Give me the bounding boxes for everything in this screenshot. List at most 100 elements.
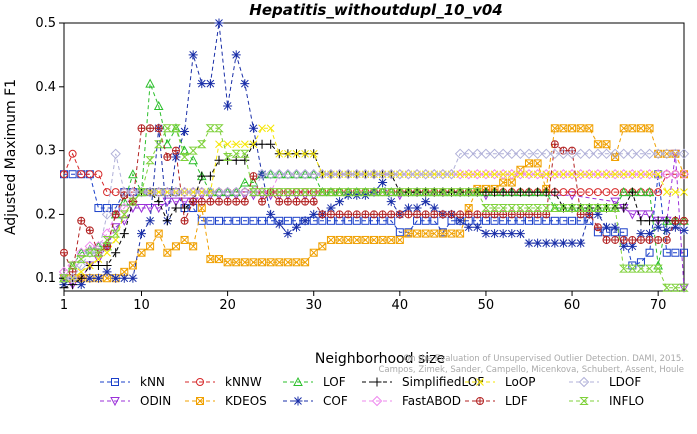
point-ldf [68,267,77,276]
point-inflo [386,188,396,197]
point-kdeos [593,140,602,149]
point-cof [93,273,103,283]
point-fastabod [670,169,681,180]
point-inflo [171,124,181,133]
point-ldf [516,210,525,219]
point-cof [386,197,396,207]
point-fastabod [652,169,664,180]
point-ldf [146,124,155,133]
x-tick-label: 60 [564,298,581,313]
point-kdeos [215,255,223,264]
point-knn [249,216,258,225]
point-simplifiedlof [515,187,525,197]
y-tick-label: 0.4 [35,80,56,95]
point-simplifiedlof [197,171,207,181]
point-ldf [352,210,361,219]
point-simplifiedlof [662,216,672,226]
point-inflo [102,235,112,244]
point-ldf [232,197,241,206]
point-loop [507,170,516,179]
series-line-ldof [64,153,684,279]
point-odin [627,210,638,220]
point-fastabod [635,169,647,180]
point-fastabod [627,169,638,180]
point-loop [111,236,120,244]
point-inflo [291,188,302,197]
point-lof [636,187,646,197]
point-loop [594,170,602,179]
point-loop [266,124,275,133]
point-knnw [654,188,663,197]
point-knn [550,216,559,225]
point-knn [103,204,112,213]
point-inflo [309,188,319,197]
point-ldof [618,148,629,160]
point-inflo [128,197,138,206]
series-line-knn [64,173,684,267]
point-ldf [223,197,232,206]
point-cof [576,238,586,248]
point-ldof [136,186,147,198]
point-ldf [662,235,671,244]
point-ldf [533,210,542,219]
series-ldf [60,124,688,276]
point-ldf [60,248,68,257]
point-ldof [635,148,647,160]
point-cof [223,101,233,111]
point-ldf [680,216,688,225]
point-kdeos [568,124,577,133]
point-cof [76,280,86,290]
point-inflo [265,188,276,197]
point-inflo [93,248,104,257]
point-ldf [395,210,404,219]
point-knn [206,216,215,225]
point-loop [275,149,284,158]
point-inflo [197,140,207,149]
y-tick-label: 0.2 [35,207,56,222]
point-cof [128,273,138,283]
point-loop [550,170,559,179]
point-ldf [499,210,508,219]
point-ldof [248,186,259,198]
point-cof [593,209,603,219]
point-loop [240,140,249,149]
series-kdeos [60,124,688,283]
point-kdeos [533,159,542,168]
point-inflo [412,188,422,197]
point-kdeos [636,124,645,133]
point-kdeos [318,242,327,251]
point-ldof [566,148,578,160]
point-cof [670,222,680,232]
point-fastabod [532,169,543,180]
point-inflo [205,124,216,133]
legend-marker-fastabod [371,395,383,407]
legend-item-inflo: INFLO [569,394,644,408]
point-kdeos [559,124,568,133]
point-inflo [67,261,78,270]
point-knn [68,170,77,179]
point-fastabod [592,169,604,180]
point-inflo [334,188,345,197]
point-ldf [654,235,663,244]
point-ldof [454,148,466,160]
point-ldf [301,197,310,206]
point-inflo [222,153,233,161]
point-ldof [670,148,681,160]
point-kdeos [619,124,628,133]
point-ldf [335,210,344,219]
point-odin [162,197,173,207]
point-ldof [472,148,483,160]
x-tick-label: 70 [650,298,667,313]
point-ldof [652,148,664,160]
point-kdeos [387,235,396,244]
legend-item-lof: LOF [283,375,346,389]
legend-marker-loop [476,378,484,386]
point-kdeos [628,124,637,133]
point-lof [153,100,164,110]
legend-marker-odin [110,397,120,407]
point-ldf [602,235,611,244]
point-lof [128,169,138,179]
point-loop [611,170,619,179]
point-ldf [215,197,223,206]
legend: kNN ODIN kNNW KDEOS LOF COF SimplifiedLOF FastA… [100,375,644,408]
